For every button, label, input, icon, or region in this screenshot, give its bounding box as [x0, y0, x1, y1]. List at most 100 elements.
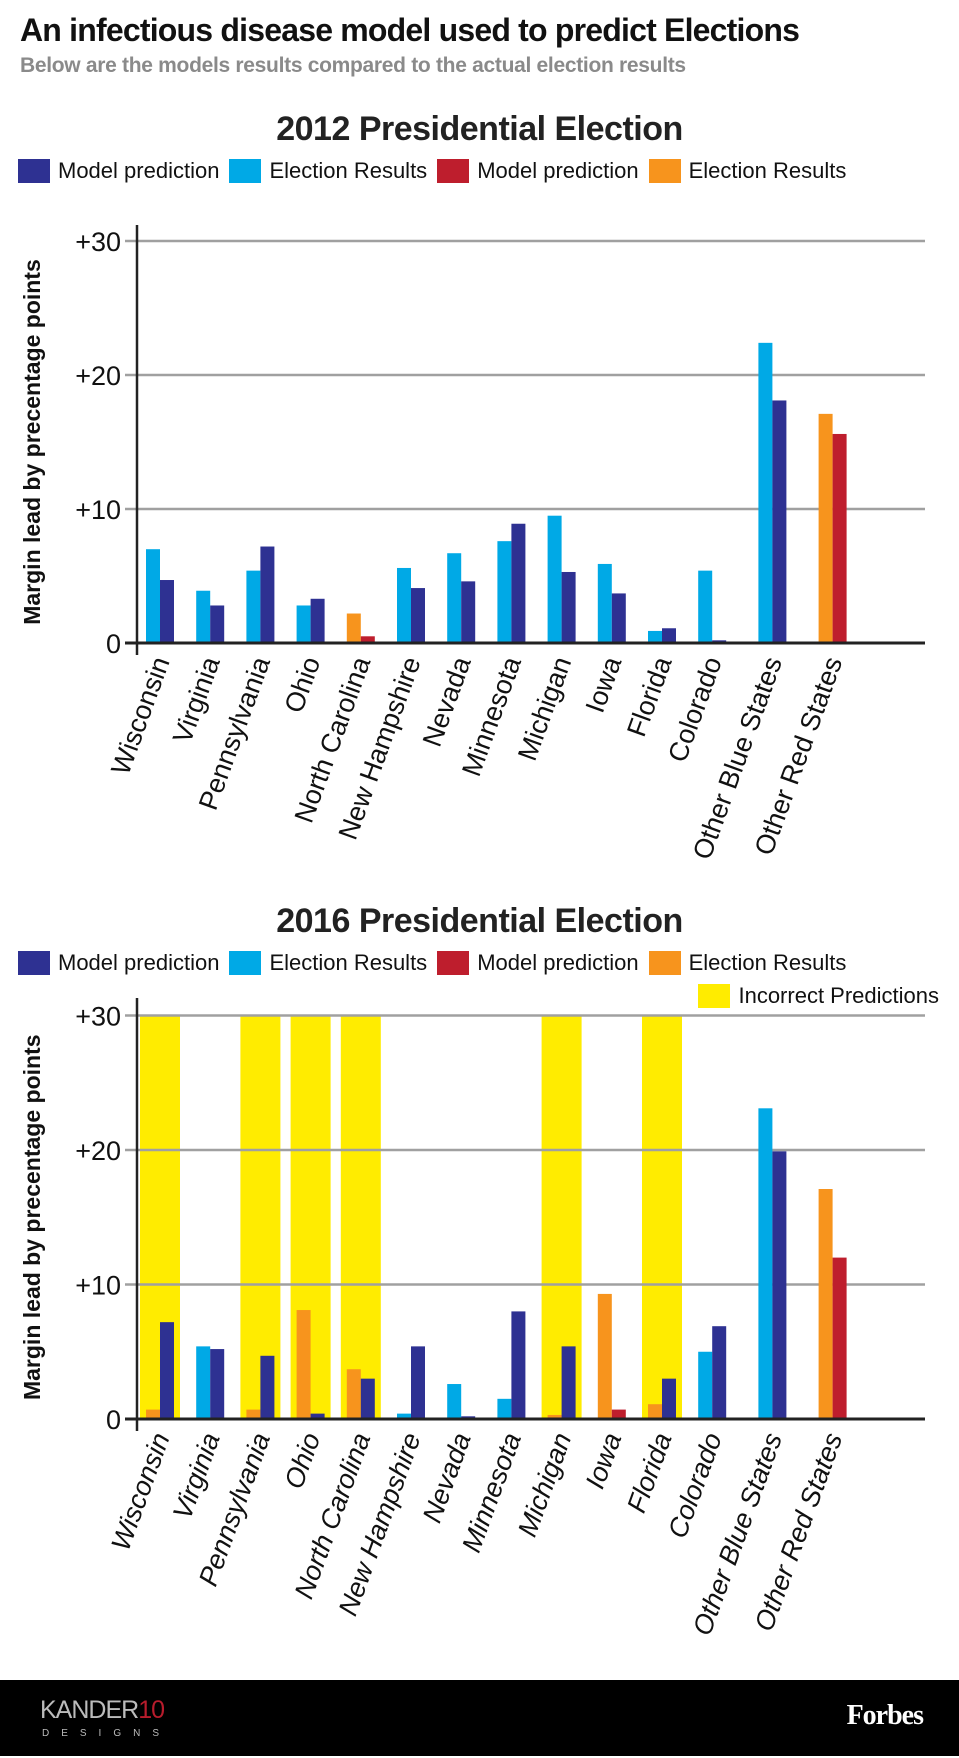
bar-result-ohio	[296, 1310, 311, 1419]
bar-model-north-carolina	[360, 1378, 375, 1419]
incorrect-band-north-carolina	[340, 1015, 381, 1419]
bar-model-ohio	[310, 598, 325, 643]
legend-swatch-rep-model	[437, 951, 470, 975]
designs-text: DESIGNS	[42, 1728, 172, 1739]
bar-result-other-red-states	[818, 413, 833, 643]
bar-result-colorado	[698, 1351, 713, 1419]
bar-model-iowa	[611, 1409, 626, 1419]
legend-label: Election Results	[269, 950, 428, 975]
bar-result-virginia	[196, 590, 211, 643]
bar-result-michigan	[547, 515, 562, 643]
bar-model-new-hampshire	[411, 1346, 425, 1419]
legend-2016: Model prediction Election Results Model …	[18, 950, 856, 976]
bar-result-colorado	[698, 570, 713, 643]
bar-model-new-hampshire	[411, 588, 425, 643]
x-tick-label: Wisconsin	[105, 653, 175, 779]
bar-model-minnesota	[511, 1311, 526, 1419]
legend-label: Election Results	[269, 158, 428, 183]
bar-model-virginia	[210, 1349, 225, 1419]
x-tick-label: Virginia	[167, 652, 226, 747]
bar-result-minnesota	[497, 541, 512, 643]
bar-result-new-hampshire	[397, 1413, 411, 1419]
bar-model-other-blue-states	[772, 400, 787, 643]
legend-label: Election Results	[688, 950, 847, 975]
bar-result-pennsylvania	[246, 570, 261, 643]
legend-2012: Model prediction Election Results Model …	[18, 158, 856, 184]
bar-result-north-carolina	[346, 613, 361, 643]
footer: KANDER10 DESIGNS Forbes	[0, 1680, 959, 1756]
legend-item-rep-result: Election Results	[648, 950, 847, 976]
legend-2016-incorrect: Incorrect Predictions	[698, 983, 939, 1009]
bar-result-north-carolina	[346, 1369, 361, 1419]
legend-swatch-rep-model	[437, 159, 470, 183]
bar-result-minnesota	[497, 1398, 512, 1419]
legend-swatch-rep-result	[648, 159, 681, 183]
bar-result-pennsylvania	[246, 1409, 261, 1419]
legend-item-dem-result: Election Results	[229, 158, 427, 184]
bar-model-florida	[662, 628, 676, 643]
x-tick-label: Ohio	[279, 1429, 327, 1493]
legend-label: Election Results	[688, 158, 847, 183]
bar-result-nevada	[447, 553, 462, 643]
legend-label: Model prediction	[58, 950, 220, 975]
legend-swatch-rep-result	[648, 951, 681, 975]
bar-result-wisconsin	[146, 1409, 160, 1419]
bar-result-new-hampshire	[397, 567, 411, 643]
y-tick-label: +10	[75, 495, 121, 525]
x-tick-label: Ohio	[279, 653, 327, 717]
bar-result-virginia	[196, 1346, 211, 1419]
legend-item-rep-result: Election Results	[648, 158, 847, 184]
x-tick-label: Florida	[621, 652, 678, 741]
y-tick-label: 0	[106, 629, 121, 659]
bar-result-nevada	[447, 1384, 462, 1419]
chart-title-2012: 2012 Presidential Election	[276, 110, 683, 148]
bar-model-colorado	[712, 1326, 727, 1419]
bar-result-ohio	[296, 605, 311, 643]
legend-swatch-dem-model	[18, 159, 50, 183]
legend-swatch-dem-result	[229, 951, 262, 975]
bar-model-other-red-states	[832, 433, 847, 643]
bar-result-iowa	[597, 1293, 612, 1419]
legend-label: Model prediction	[477, 158, 639, 183]
bar-result-florida	[648, 630, 662, 643]
legend-swatch-dem-model	[18, 951, 50, 975]
legend-item-dem-model: Model prediction	[18, 158, 219, 184]
legend-swatch-dem-result	[229, 159, 262, 183]
legend-swatch-incorrect	[698, 984, 731, 1008]
y-tick-label: +20	[75, 1136, 121, 1166]
y-tick-label: +30	[75, 1002, 121, 1032]
x-tick-label: Virginia	[167, 1429, 226, 1523]
bar-result-other-blue-states	[758, 342, 773, 643]
bar-model-pennsylvania	[260, 1355, 275, 1419]
kander-text: KANDER	[40, 1696, 139, 1724]
legend-label: Model prediction	[477, 950, 639, 975]
bar-model-virginia	[210, 605, 225, 643]
bar-model-michigan	[561, 1346, 576, 1419]
bar-model-florida	[662, 1378, 676, 1419]
bar-model-ohio	[310, 1413, 325, 1419]
bar-model-north-carolina	[360, 636, 375, 643]
bar-result-other-blue-states	[758, 1108, 773, 1419]
legend-item-rep-model: Model prediction	[437, 158, 639, 184]
legend-item-dem-result: Election Results	[229, 950, 427, 976]
chart-title-2016: 2016 Presidential Election	[276, 902, 683, 940]
bar-model-minnesota	[511, 523, 526, 643]
kander-number: 10	[138, 1696, 165, 1724]
y-tick-label: 0	[106, 1405, 121, 1435]
bar-model-michigan	[561, 571, 576, 643]
legend-item-dem-model: Model prediction	[18, 950, 219, 976]
bar-model-wisconsin	[160, 580, 174, 643]
y-axis-label: Margin lead by precentage points	[19, 1034, 45, 1400]
page-subtitle: Below are the models results compared to…	[20, 54, 686, 77]
incorrect-band-pennsylvania	[240, 1015, 281, 1419]
x-tick-label: Wisconsin	[105, 1429, 175, 1555]
x-tick-label: Iowa	[580, 652, 628, 717]
kander10-logo: KANDER10	[40, 1696, 165, 1725]
y-tick-label: +20	[75, 361, 121, 391]
y-axis-label: Margin lead by precentage points	[19, 259, 45, 625]
bar-result-michigan	[547, 1414, 562, 1419]
bar-model-nevada	[461, 581, 476, 643]
legend-label: Model prediction	[58, 158, 220, 183]
